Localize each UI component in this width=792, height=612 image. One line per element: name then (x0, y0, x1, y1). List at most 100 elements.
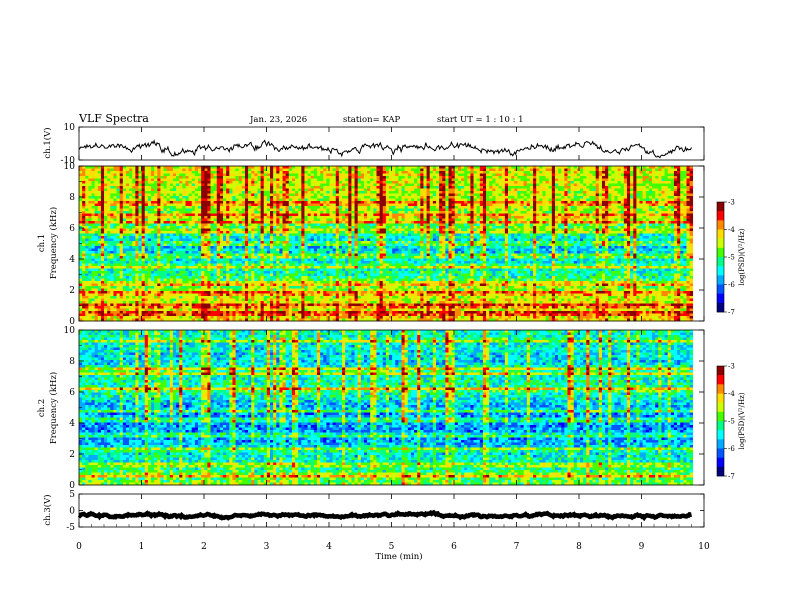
spectrogram-cell (470, 179, 473, 182)
spectrogram-cell (98, 176, 101, 179)
spectrogram-cell (176, 184, 179, 187)
spectrogram-cell (223, 176, 226, 179)
spectrogram-cell (461, 169, 464, 172)
spectrogram-cell (458, 189, 461, 192)
spectrogram-cell (574, 189, 577, 192)
spectrogram-cell (671, 186, 674, 189)
spectrogram-cell (342, 174, 345, 177)
spectrogram-cell (339, 179, 342, 182)
spectrogram-cell (164, 169, 167, 172)
spectrogram-cell (499, 176, 502, 179)
spectrogram-cell (214, 169, 217, 172)
spectrogram-cell (345, 176, 348, 179)
spectrogram-cell (164, 171, 167, 174)
spectrogram-cell (486, 179, 489, 182)
spectrogram-cell (308, 169, 311, 172)
spectrogram-cell (627, 184, 630, 187)
spectrogram-cell (92, 186, 95, 189)
spectrogram-cell (420, 191, 423, 194)
spectrogram-cell (489, 191, 492, 194)
spectrogram-cell (505, 181, 508, 184)
spectrogram-cell (101, 189, 104, 192)
spectrogram-cell (189, 186, 192, 189)
spectrogram-cell (564, 186, 567, 189)
spectrogram-cell (120, 176, 123, 179)
spectrogram-cell (226, 189, 229, 192)
spectrogram-cell (304, 191, 307, 194)
spectrogram-cell (279, 181, 282, 184)
spectrogram-cell (333, 166, 336, 169)
spectrogram-cell (577, 171, 580, 174)
spectrogram-cell (129, 191, 132, 194)
spectrogram-cell (423, 176, 426, 179)
spectrogram-cell (107, 191, 110, 194)
spectrogram-cell (655, 166, 658, 169)
spectrogram-cell (232, 191, 235, 194)
spectrogram-cell (499, 184, 502, 187)
spectrogram-cell (577, 184, 580, 187)
spectrogram-cell (583, 179, 586, 182)
spectrogram-cell (552, 179, 555, 182)
spectrogram-cell (686, 181, 689, 184)
spectrogram-cell (395, 186, 398, 189)
spectrogram-cell (226, 166, 229, 169)
spectrogram-cell (251, 181, 254, 184)
spectrogram-cell (239, 174, 242, 177)
spectrogram-cell (82, 189, 85, 192)
spectrogram-cell (132, 169, 135, 172)
spectrogram-cell (104, 184, 107, 187)
spectrogram-cell (624, 184, 627, 187)
spectrogram-cell (348, 169, 351, 172)
spectrogram-cell (599, 179, 602, 182)
spectrogram-cell (433, 174, 436, 177)
spectrogram-cell (317, 181, 320, 184)
spectrogram-cell (624, 169, 627, 172)
spectrogram-cell (170, 166, 173, 169)
spectrogram-cell (301, 189, 304, 192)
spectrogram-cell (395, 179, 398, 182)
spectrogram-cell (179, 189, 182, 192)
spectrogram-cell (439, 189, 442, 192)
spectrogram-cell (527, 171, 530, 174)
spectrogram-cell (417, 174, 420, 177)
spectrogram-cell (367, 171, 370, 174)
spectrogram-cell (580, 174, 583, 177)
spectrogram-cell (449, 184, 452, 187)
spectrogram-cell (655, 181, 658, 184)
spectrogram-cell (320, 181, 323, 184)
spectrogram-cell (113, 166, 116, 169)
spectrogram-cell (449, 179, 452, 182)
spectrogram-cell (464, 169, 467, 172)
spectrogram-cell (618, 166, 621, 169)
spectrogram-cell (427, 191, 430, 194)
spectrogram-cell (207, 169, 210, 172)
spectrogram-cell (618, 181, 621, 184)
spectrogram-cell (665, 166, 668, 169)
spectrogram-cell (261, 191, 264, 194)
spectrogram-cell (495, 181, 498, 184)
spectrogram-cell (455, 171, 458, 174)
spectrogram-cell (229, 189, 232, 192)
spectrogram-cell (98, 169, 101, 172)
spectrogram-cell (417, 191, 420, 194)
spectrogram-cell (517, 174, 520, 177)
spectrogram-cell (286, 189, 289, 192)
spectrogram-cell (179, 186, 182, 189)
spectrogram-cell (283, 169, 286, 172)
spectrogram-cell (201, 191, 204, 194)
spectrogram-cell (470, 181, 473, 184)
spectrogram-cell (251, 171, 254, 174)
spectrogram-cell (176, 169, 179, 172)
spectrogram-cell (367, 186, 370, 189)
spectrogram-cell (686, 171, 689, 174)
spectrogram-cell (248, 171, 251, 174)
spectrogram-cell (383, 186, 386, 189)
spectrogram-cell (602, 179, 605, 182)
spectrogram-cell (499, 169, 502, 172)
spectrogram-cell (358, 181, 361, 184)
spectrogram-cell (427, 171, 430, 174)
spectrogram-cell (596, 184, 599, 187)
spectrogram-cell (402, 181, 405, 184)
spectrogram-cell (489, 184, 492, 187)
spectrogram-cell (261, 169, 264, 172)
